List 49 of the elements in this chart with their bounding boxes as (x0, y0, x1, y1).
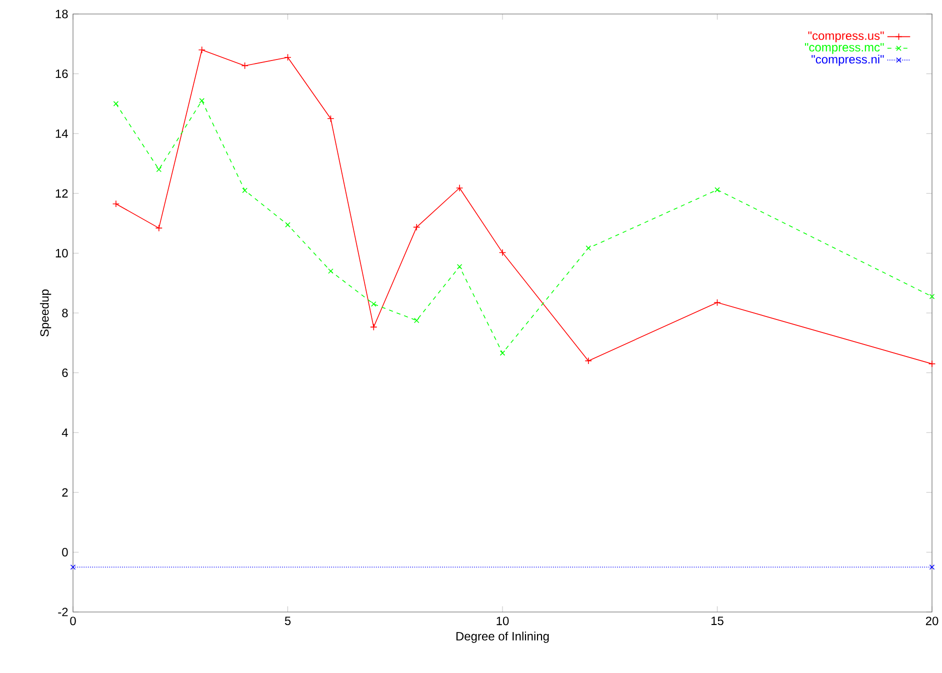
x-tick-label: 5 (284, 616, 291, 626)
point (328, 268, 334, 274)
point (929, 564, 935, 570)
point (156, 166, 162, 172)
x-tick-label: 15 (712, 616, 724, 626)
point (285, 222, 290, 228)
point (113, 101, 119, 106)
x-tick-label: 20 (926, 616, 938, 626)
point (928, 360, 936, 368)
point (498, 248, 506, 256)
legend-label: "compress.us" (808, 32, 884, 42)
x-tick-label: 0 (70, 616, 76, 626)
point (241, 62, 248, 70)
y-tick-label: 12 (56, 189, 68, 198)
point (370, 301, 376, 307)
point (242, 188, 248, 194)
point (586, 245, 592, 251)
y-tick-label: -2 (58, 608, 68, 616)
point (414, 318, 420, 324)
point (284, 54, 292, 61)
legend-label: "compress.ni" (812, 54, 884, 66)
point (112, 200, 120, 208)
y-tick-label: 10 (56, 248, 68, 258)
point (413, 224, 420, 231)
point (500, 350, 506, 356)
y-tick-label: 16 (56, 70, 68, 78)
point (456, 264, 462, 270)
x-tick-label: 10 (496, 616, 509, 626)
point (327, 115, 334, 122)
y-tick-label: 14 (56, 129, 68, 138)
y-tick-label: 2 (62, 488, 68, 497)
y-tick-label: 4 (62, 428, 68, 437)
point (929, 294, 935, 300)
y-tick-label: 18 (56, 10, 68, 18)
point (155, 224, 163, 232)
y-tick-label: 0 (62, 548, 68, 556)
x-axis-title: Degree of Inlining (456, 632, 549, 643)
point (199, 98, 205, 104)
point (198, 46, 206, 54)
point (70, 564, 76, 570)
y-axis-title: Speedup (40, 289, 52, 336)
point (370, 323, 378, 331)
point (714, 298, 721, 306)
point (456, 184, 464, 192)
y-tick-label: 6 (62, 368, 68, 378)
legend-label: "compress.mc" (804, 43, 884, 54)
y-tick-label: 8 (62, 308, 68, 318)
point (714, 187, 720, 192)
point (584, 357, 592, 364)
